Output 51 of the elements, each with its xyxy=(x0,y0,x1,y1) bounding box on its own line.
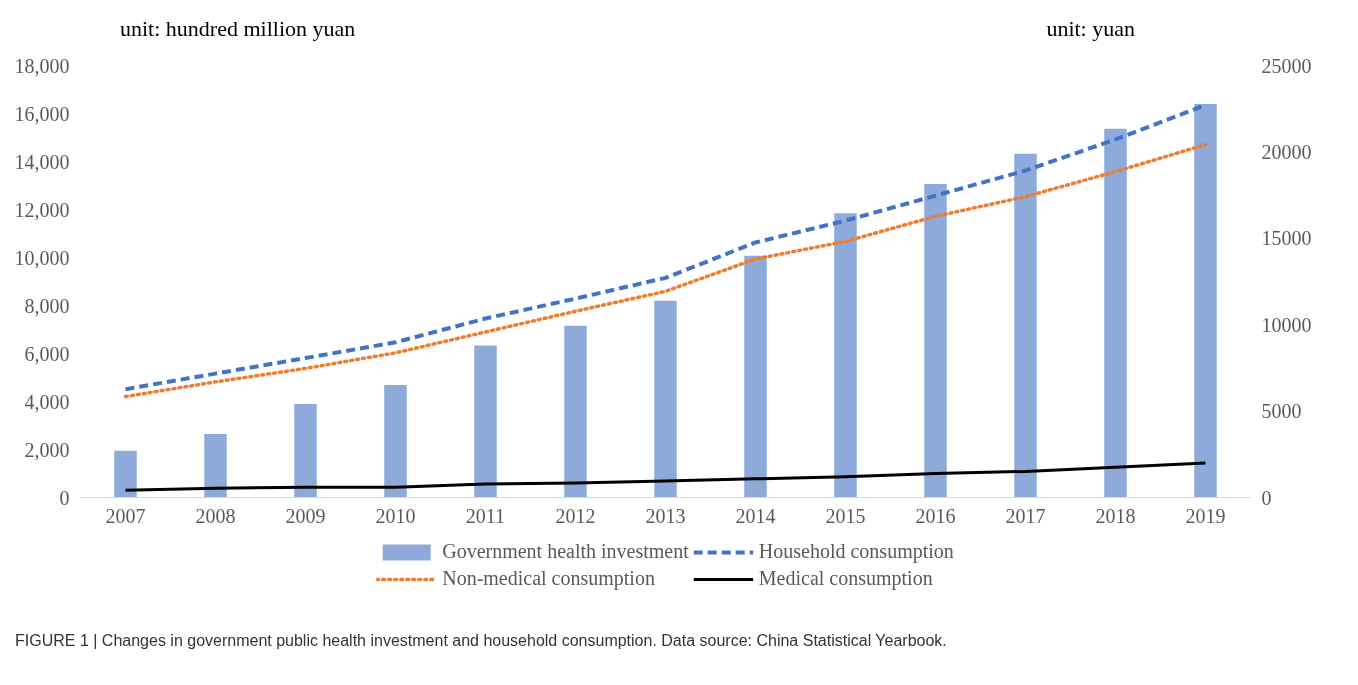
bar xyxy=(114,450,137,498)
legend-label: Government health investment xyxy=(442,540,689,563)
y2-axis-title: unit: yuan xyxy=(1046,15,1135,43)
line-series xyxy=(123,142,1208,399)
bar xyxy=(294,403,317,498)
y-tick-label: 6,000 xyxy=(24,342,70,365)
bar xyxy=(1194,103,1217,498)
y2-tick-label: 20000 xyxy=(1261,140,1312,163)
bar xyxy=(1104,128,1127,498)
bar xyxy=(654,300,677,498)
y2-tick-label: 0 xyxy=(1261,486,1272,509)
y-tick-label: 16,000 xyxy=(14,102,70,125)
y-tick-label: 0 xyxy=(59,486,70,509)
x-tick-label: 2008 xyxy=(195,504,236,527)
legend-label: Household consumption xyxy=(758,540,954,563)
x-tick-label: 2019 xyxy=(1185,504,1226,527)
y2-tick-label: 15000 xyxy=(1261,227,1312,250)
y-axis-title: unit: hundred million yuan xyxy=(120,15,356,43)
x-tick-label: 2013 xyxy=(645,504,686,527)
y-tick-label: 10,000 xyxy=(14,246,70,269)
legend-label: Non-medical consumption xyxy=(442,567,655,590)
x-tick-label: 2012 xyxy=(555,504,596,527)
bar xyxy=(564,325,587,498)
legend-label: Medical consumption xyxy=(758,567,933,590)
x-tick-label: 2014 xyxy=(735,504,776,527)
y-tick-label: 18,000 xyxy=(14,54,70,77)
bar xyxy=(834,213,857,498)
y-tick-label: 8,000 xyxy=(24,294,70,317)
caption: FIGURE 1 | Changes in government public health investment and household consumption. Data source: China Statistical Yearbook. xyxy=(14,631,948,651)
y-tick-label: 14,000 xyxy=(14,150,70,173)
y2-tick-label: 5000 xyxy=(1261,400,1302,423)
bar xyxy=(924,184,947,498)
bar xyxy=(744,255,767,498)
y2-tick-label: 10000 xyxy=(1261,313,1312,336)
x-tick-label: 2015 xyxy=(825,504,866,527)
x-tick-label: 2018 xyxy=(1095,504,1136,527)
x-tick-label: 2017 xyxy=(1005,504,1046,527)
y-tick-label: 2,000 xyxy=(24,438,70,461)
bar xyxy=(1014,153,1037,498)
x-tick-label: 2011 xyxy=(465,504,506,527)
y-tick-label: 4,000 xyxy=(24,390,70,413)
y-tick-label: 12,000 xyxy=(14,198,70,221)
bar xyxy=(204,433,227,498)
x-tick-label: 2009 xyxy=(285,504,326,527)
bar xyxy=(474,345,497,498)
x-tick-label: 2016 xyxy=(915,504,956,527)
line-series xyxy=(124,461,1207,492)
bar xyxy=(384,384,407,498)
x-tick-label: 2007 xyxy=(105,504,146,527)
y2-tick-label: 25000 xyxy=(1261,54,1312,77)
x-tick-label: 2010 xyxy=(375,504,416,527)
